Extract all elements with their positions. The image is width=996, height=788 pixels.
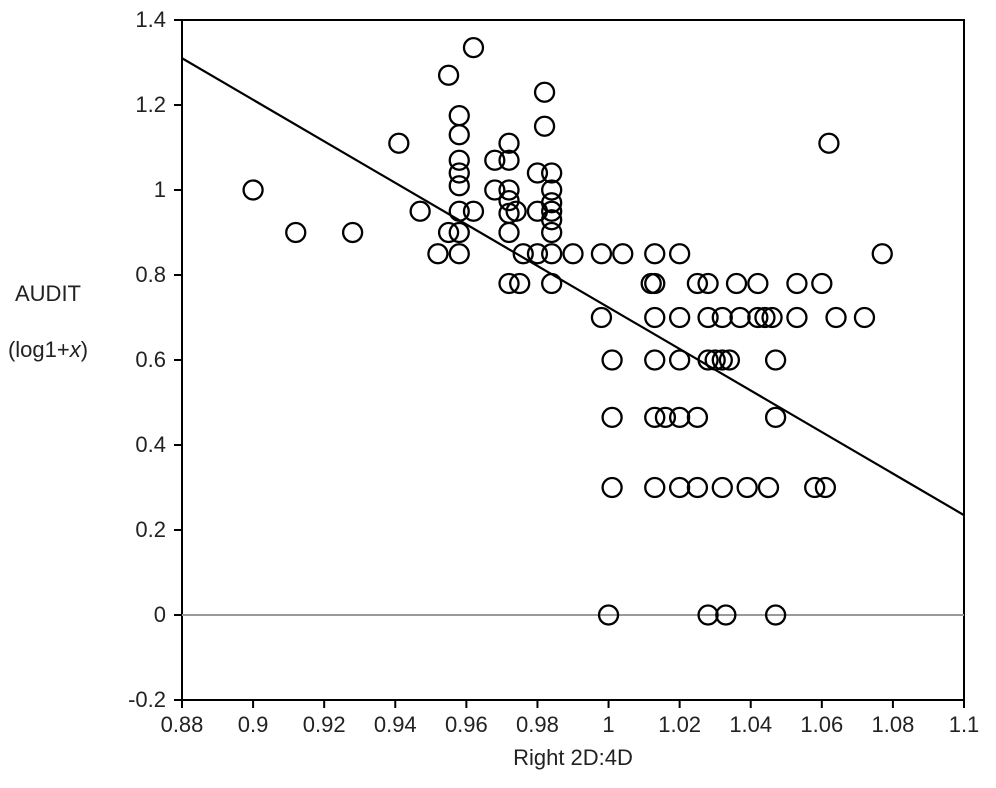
x-tick-label: 1 bbox=[602, 712, 614, 737]
y-axis-label-line1: AUDIT bbox=[15, 281, 81, 306]
y-tick-label: -0.2 bbox=[128, 687, 166, 712]
x-tick-label: 0.98 bbox=[516, 712, 559, 737]
chart-svg: 0.88 0.9 0.92 0.94 0.96 0.98 1 1.02 1.04 1.06 1.08… bbox=[0, 0, 996, 788]
y-tick-label: 0 bbox=[154, 602, 166, 627]
x-tick-label: 1.02 bbox=[658, 712, 701, 737]
x-tick-label: 1.08 bbox=[871, 712, 914, 737]
x-tick-label: 1.04 bbox=[729, 712, 772, 737]
x-tick-label: 0.94 bbox=[374, 712, 417, 737]
x-tick-label: 0.92 bbox=[303, 712, 346, 737]
x-tick-label: 1.06 bbox=[800, 712, 843, 737]
y-tick-label: 1.4 bbox=[135, 7, 166, 32]
y-axis-label-line2: (log1+x) bbox=[8, 337, 88, 362]
y-tick-label: 0.4 bbox=[135, 432, 166, 457]
y-tick-label: 1 bbox=[154, 177, 166, 202]
x-axis-label: Right 2D:4D bbox=[513, 745, 633, 770]
x-tick-label: 0.96 bbox=[445, 712, 488, 737]
y-tick-label: 0.6 bbox=[135, 347, 166, 372]
x-tick-label: 1.1 bbox=[949, 712, 980, 737]
y-tick-label: 0.2 bbox=[135, 517, 166, 542]
x-tick-label: 0.88 bbox=[161, 712, 204, 737]
y-tick-label: 0.8 bbox=[135, 262, 166, 287]
chart-background bbox=[0, 0, 996, 788]
x-tick-label: 0.9 bbox=[238, 712, 269, 737]
y-tick-label: 1.2 bbox=[135, 92, 166, 117]
scatter-chart: 0.88 0.9 0.92 0.94 0.96 0.98 1 1.02 1.04 1.06 1.08… bbox=[0, 0, 996, 788]
